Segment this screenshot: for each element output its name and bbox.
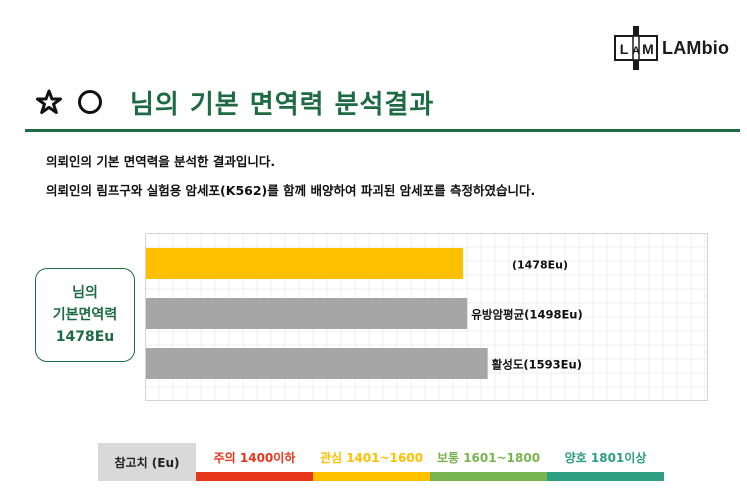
legend-item-good: 양호 1801이상 (547, 443, 664, 481)
legend-item-normal: 보통 1601~1800 (430, 443, 547, 481)
page-title: 님의 기본 면역력 분석결과 (130, 89, 435, 120)
lambio-logo-mark-icon: L A M (614, 26, 658, 70)
legend-item-caution: 주의 1400이하 (196, 443, 313, 481)
legend-bar-normal (430, 472, 547, 481)
result-box-line-2: 기본면역력 (52, 307, 118, 323)
chart-bar-1 (146, 298, 468, 329)
star-icon (36, 89, 62, 114)
legend-label-good: 양호 1801이상 (564, 451, 647, 465)
chart-data-label-2: 활성도(1593Eu) (492, 358, 582, 372)
chart-data-label-1: 유방암평균(1498Eu) (471, 308, 582, 322)
reference-legend: 참고치 (Eu) 주의 1400이하 관심 1401~1600 보통 1601~… (98, 443, 664, 481)
chart-data-label-0: (1478Eu) (512, 259, 568, 272)
legend-bar-interest (313, 472, 430, 481)
result-box-value: 1478Eu (55, 329, 115, 345)
lambio-logo: L A M LAMbio (614, 26, 729, 70)
legend-label-normal: 보통 1601~1800 (436, 451, 541, 465)
description-line-2: 의뢰인의 림프구와 실험용 암세포(K562)를 함께 배양하여 파괴된 암세포… (46, 183, 536, 198)
legend-reference-label: 참고치 (Eu) (98, 443, 196, 481)
chart-bar-2 (146, 348, 488, 379)
circle-icon (78, 90, 102, 114)
legend-bar-caution (196, 472, 313, 481)
result-summary-box: 님의 기본면역력 1478Eu (35, 268, 135, 362)
immunity-bar-chart: (1478Eu) 유방암평균(1498Eu) 활성도(1593Eu) (145, 233, 708, 401)
legend-item-interest: 관심 1401~1600 (313, 443, 430, 481)
header-divider (25, 129, 740, 132)
logo-text: LAMbio (662, 37, 730, 58)
page-header: 님의 기본 면역력 분석결과 (36, 80, 434, 124)
legend-bar-good (547, 472, 664, 481)
svg-text:A: A (632, 45, 640, 57)
description-line-1: 의뢰인의 기본 면역력을 분석한 결과입니다. (46, 154, 276, 169)
result-box-line-1: 님의 (72, 285, 98, 301)
legend-label-interest: 관심 1401~1600 (319, 451, 424, 465)
svg-text:M: M (642, 41, 654, 57)
svg-text:L: L (620, 41, 629, 57)
legend-label-caution: 주의 1400이하 (213, 451, 296, 465)
chart-bar-0 (146, 248, 463, 279)
